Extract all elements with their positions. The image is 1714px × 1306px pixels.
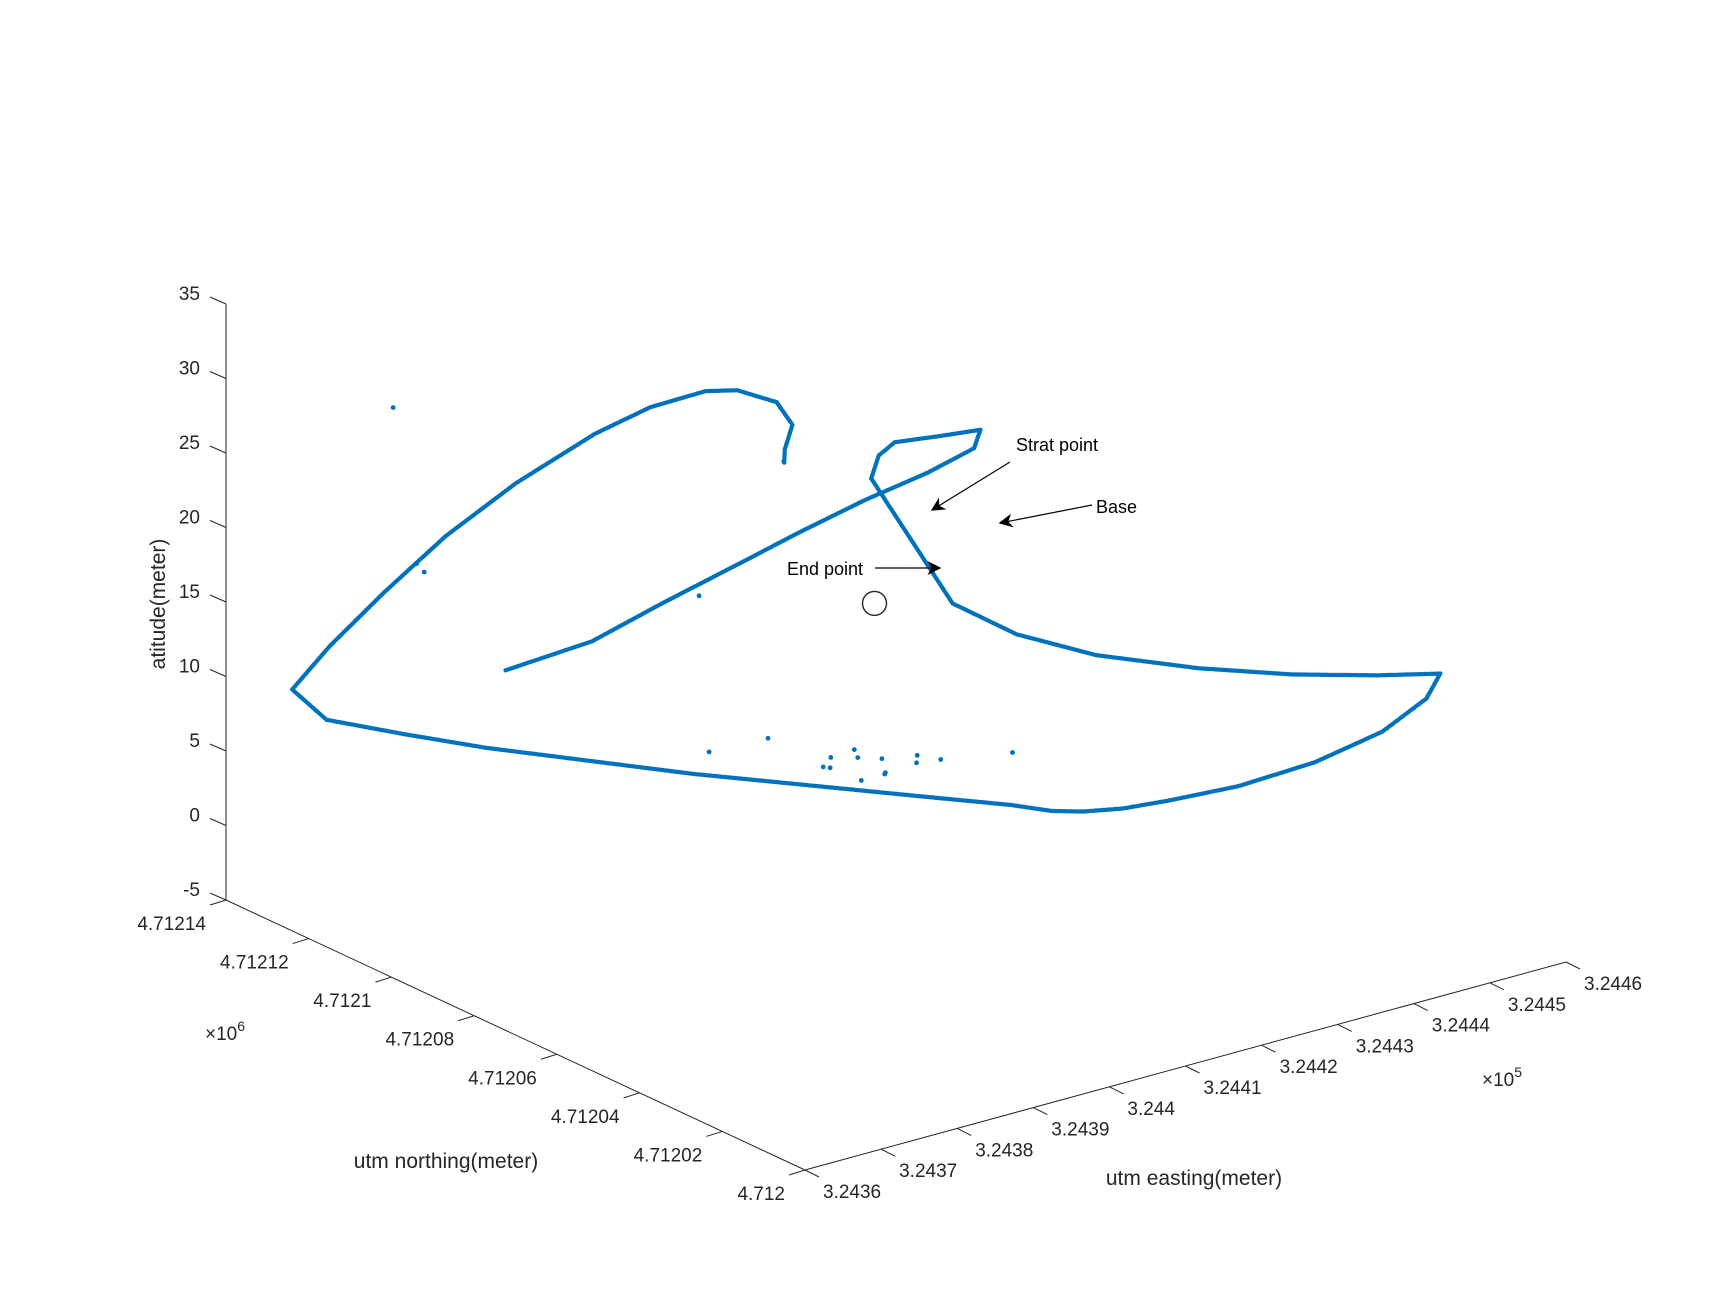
- x-tick-mark: [804, 1169, 820, 1178]
- z-tick-label: 20: [179, 508, 200, 529]
- annotation-strat-point: Strat point: [930, 435, 1098, 511]
- y-axis-exponent: ×106: [205, 1018, 245, 1045]
- x-tick-mark: [956, 1127, 972, 1136]
- data-point: [851, 747, 857, 752]
- data-point: [879, 756, 885, 762]
- x-tick-label: 3.2444: [1432, 1016, 1491, 1037]
- y-tick-mark: [623, 1092, 640, 1099]
- y-tick-mark: [540, 1053, 558, 1060]
- data-point: [781, 459, 786, 464]
- data-point: [858, 778, 864, 783]
- z-tick-mark: [209, 892, 227, 901]
- z-axis-ticks: -5 0 5 10 15 20 25 30 35: [179, 284, 227, 901]
- y-tick-label: 4.71214: [137, 914, 206, 935]
- x-tick-mark: [1109, 1086, 1124, 1095]
- data-point: [827, 765, 833, 771]
- strat-point-label: Strat point: [1016, 435, 1098, 455]
- data-point: [706, 749, 712, 755]
- z-tick-mark: [209, 594, 227, 603]
- z-tick-mark: [209, 669, 227, 677]
- y-axis-ticks: 4.7124.712024.712044.712064.712084.71214…: [137, 899, 806, 1205]
- end-point-label: End point: [787, 559, 863, 579]
- data-point: [765, 735, 771, 741]
- y-tick-mark: [209, 899, 227, 906]
- z-tick-label: 15: [179, 582, 200, 603]
- y-tick-label: 4.7121: [313, 991, 371, 1012]
- data-point: [914, 752, 920, 758]
- x-tick-mark: [1337, 1023, 1352, 1032]
- y-tick-label: 4.71206: [468, 1068, 537, 1089]
- x-tick-label: 3.2438: [975, 1140, 1033, 1161]
- data-point: [938, 757, 944, 762]
- data-point: [414, 561, 419, 567]
- x-tick-mark: [880, 1148, 896, 1157]
- y-tick-label: 4.71202: [634, 1145, 703, 1166]
- x-tick-label: 3.2436: [823, 1182, 881, 1203]
- z-tick-label: 10: [179, 657, 200, 678]
- x-tick-label: 3.2439: [1051, 1120, 1109, 1141]
- y-axis-line: [225, 899, 806, 1171]
- z-tick-label: 35: [179, 284, 200, 305]
- z-tick-label: 5: [189, 731, 200, 752]
- x-tick-label: 3.2443: [1356, 1036, 1414, 1057]
- base-arrow: [998, 504, 1093, 528]
- strat-point-arrow: [930, 461, 1011, 511]
- y-tick-label: 4.712: [737, 1184, 785, 1205]
- y-tick-mark: [706, 1130, 723, 1137]
- base-marker: [861, 590, 888, 617]
- y-tick-mark: [292, 938, 309, 945]
- y-tick-mark: [375, 976, 392, 983]
- z-tick-mark: [209, 520, 227, 528]
- base-label: Base: [1096, 497, 1137, 517]
- z-tick-label: -5: [183, 880, 200, 901]
- data-point: [914, 760, 919, 766]
- x-tick-label: 3.2437: [899, 1161, 957, 1182]
- x-axis-ticks: 3.2436 3.2437 3.2438 3.2439 3.244 3.2441 3.244…: [804, 961, 1642, 1203]
- x-tick-mark: [1261, 1044, 1276, 1053]
- y-axis-label: utm northing(meter): [354, 1150, 538, 1173]
- z-tick-mark: [209, 371, 227, 379]
- x-tick-label: 3.2446: [1584, 974, 1642, 995]
- annotation-base: Base: [998, 497, 1137, 528]
- x-axis-label: utm easting(meter): [1106, 1167, 1282, 1190]
- x-tick-mark: [1185, 1065, 1200, 1074]
- y-tick-mark: [788, 1169, 806, 1176]
- y-tick-label: 4.71204: [551, 1107, 620, 1128]
- z-tick-mark: [209, 445, 227, 454]
- data-point: [820, 764, 826, 770]
- y-tick-mark: [457, 1015, 475, 1022]
- x-tick-mark: [1033, 1107, 1048, 1116]
- data-series: [290, 388, 1443, 814]
- x-tick-label: 3.2442: [1280, 1057, 1338, 1078]
- data-point: [696, 593, 702, 599]
- x-axis-exponent: ×105: [1482, 1064, 1522, 1091]
- z-tick-label: 0: [189, 806, 200, 827]
- y-tick-label: 4.71208: [385, 1030, 454, 1051]
- x-tick-mark: [1565, 961, 1581, 970]
- x-tick-label: 3.2445: [1508, 995, 1566, 1016]
- z-tick-mark: [209, 818, 227, 826]
- z-tick-label: 25: [179, 433, 200, 454]
- z-tick-label: 30: [179, 359, 200, 380]
- data-point: [855, 755, 861, 760]
- data-point: [882, 771, 888, 777]
- x-tick-label: 3.2441: [1204, 1078, 1262, 1099]
- data-point: [1010, 750, 1015, 755]
- z-tick-mark: [209, 743, 227, 752]
- x-tick-mark: [1413, 1003, 1429, 1012]
- z-axis-label: atitude(meter): [147, 539, 170, 670]
- data-point: [390, 405, 396, 410]
- x-tick-label: 3.244: [1127, 1099, 1175, 1120]
- x-tick-mark: [1489, 982, 1505, 991]
- data-point: [828, 755, 834, 760]
- y-tick-label: 4.71212: [220, 953, 289, 974]
- z-tick-mark: [209, 296, 227, 305]
- annotation-end-point: End point: [787, 559, 942, 579]
- data-point: [421, 569, 427, 575]
